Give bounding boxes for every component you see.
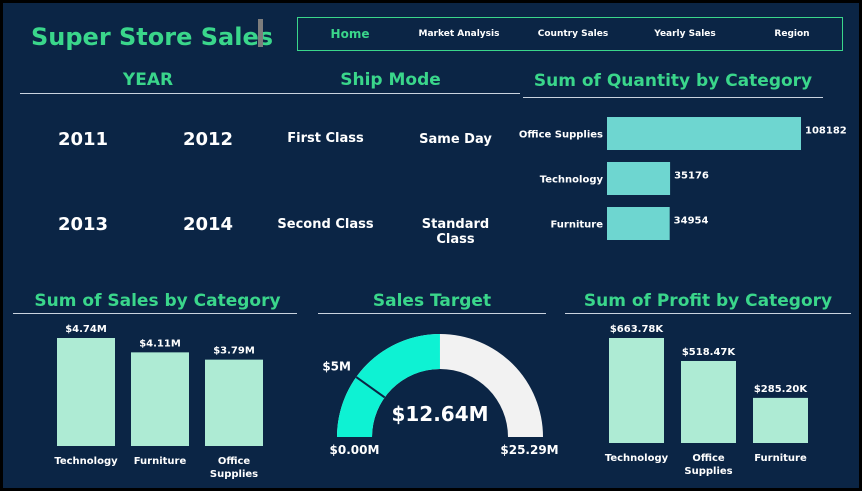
sales-data-label: $3.79M	[213, 346, 255, 357]
nav-market-analysis[interactable]: Market Analysis	[418, 29, 500, 39]
profit-data-label: $285.20K	[754, 384, 809, 395]
gauge-target-label: $5M	[322, 360, 351, 374]
profit-data-label: $663.78K	[610, 324, 665, 335]
nav-country-sales[interactable]: Country Sales	[537, 29, 609, 39]
ship-first-class[interactable]: First Class	[287, 131, 364, 146]
sales-category-label: Technology	[54, 456, 118, 467]
sales-bar[interactable]	[57, 338, 115, 446]
profit-category-label: Supplies	[684, 466, 732, 477]
gauge-min-label: $0.00M	[330, 443, 380, 457]
sales-bar[interactable]	[205, 359, 263, 446]
quantity-bar[interactable]	[607, 117, 801, 150]
gauge-value-label: $12.64M	[391, 402, 488, 426]
quantity-bar[interactable]	[607, 207, 670, 240]
ship-same-day[interactable]: Same Day	[419, 132, 492, 147]
bottom-charts: $4.74M Technology $4.11M Furniture $3.79M Off…	[54, 324, 809, 480]
profit-bar[interactable]	[681, 360, 736, 443]
gauge-target-marker	[355, 376, 386, 399]
nav-bar: Home Market Analysis Country Sales Yearl…	[297, 17, 843, 51]
profit-data-label: $518.47K	[682, 347, 737, 358]
profit-bar[interactable]	[753, 397, 808, 443]
profit-category-label: Furniture	[754, 453, 807, 464]
quantity-category-label: Office Supplies	[519, 130, 603, 141]
sales-data-label: $4.74M	[65, 324, 107, 335]
year-2014[interactable]: 2014	[182, 214, 234, 235]
year-2011[interactable]: 2011	[57, 129, 109, 150]
ship-standard-class[interactable]: Standard Class	[421, 217, 490, 247]
quantity-category-label: Technology	[540, 175, 604, 186]
gauge-divider	[318, 313, 546, 314]
year-slicer-title: YEAR	[122, 70, 174, 90]
profit-category-label: Technology	[605, 453, 669, 464]
quantity-data-label: 35176	[674, 171, 709, 182]
sales-divider	[13, 313, 297, 314]
profit-chart-title: Sum of Profit by Category	[583, 291, 833, 311]
nav-home[interactable]: Home	[330, 27, 370, 41]
quantity-data-label: 108182	[805, 126, 847, 137]
year-2012[interactable]: 2012	[182, 129, 234, 150]
gauge-fill	[337, 334, 440, 437]
sales-chart-title: Sum of Sales by Category	[34, 291, 281, 311]
year-2013[interactable]: 2013	[57, 214, 109, 235]
sales-category-label: Supplies	[210, 469, 258, 480]
quantity-chart-title: Sum of Quantity by Category	[533, 71, 813, 91]
quantity-divider	[523, 97, 823, 98]
profit-category-label: Office	[692, 453, 725, 464]
profit-divider	[565, 313, 851, 314]
quantity-bar[interactable]	[607, 162, 671, 195]
profit-bar[interactable]	[609, 338, 664, 443]
gauge-max-label: $25.29M	[500, 443, 558, 457]
sales-bar[interactable]	[131, 352, 189, 446]
ship-second-class[interactable]: Second Class	[277, 217, 374, 232]
title-divider	[258, 19, 263, 47]
app-title: Super Store Sales	[31, 23, 274, 51]
quantity-chart: Office Supplies 108182 Technology 35176 Furn…	[519, 117, 847, 240]
sales-category-label: Furniture	[134, 456, 187, 467]
top-divider	[20, 93, 520, 94]
quantity-data-label: 34954	[674, 216, 709, 227]
sales-category-label: Office	[218, 456, 251, 467]
dashboard-canvas: Super Store Sales Home Market Analysis C…	[3, 3, 859, 488]
nav-region[interactable]: Region	[774, 29, 810, 39]
ship-slicer-title: Ship Mode	[340, 70, 441, 90]
quantity-category-label: Furniture	[550, 220, 603, 231]
sales-data-label: $4.11M	[139, 338, 181, 349]
nav-yearly-sales[interactable]: Yearly Sales	[654, 29, 716, 39]
gauge-title: Sales Target	[372, 291, 492, 311]
